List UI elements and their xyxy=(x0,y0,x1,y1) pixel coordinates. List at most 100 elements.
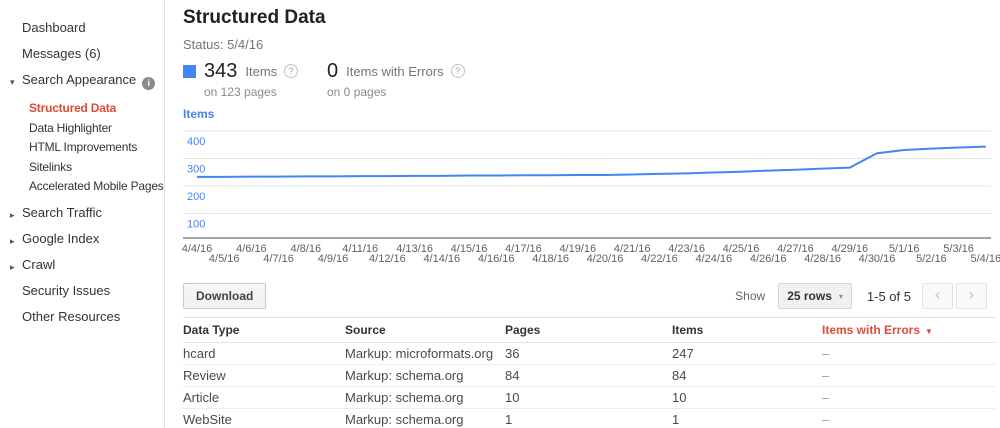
download-button[interactable]: Download xyxy=(183,283,267,309)
items-count-label: Items xyxy=(245,63,278,79)
sidebar-item-security-issues[interactable]: Security Issues xyxy=(0,283,164,298)
table-cell: – xyxy=(822,346,830,361)
table-pagination-controls: Show 25 rows ▾ 1-5 of 5 ‹ › xyxy=(735,283,987,309)
sidebar-item-dashboard[interactable]: Dashboard xyxy=(0,20,164,35)
x-date-label: 4/4/16 xyxy=(182,243,213,255)
items-count: 343 xyxy=(204,59,238,82)
sidebar-item-google-index[interactable]: ▸ Google Index xyxy=(0,231,164,246)
x-date-label: 4/12/16 xyxy=(369,253,406,265)
x-date-label: 4/8/16 xyxy=(291,243,322,255)
sidebar: Dashboard Messages (6) ▾ Search Appearance i… xyxy=(0,0,165,428)
x-date-label: 4/18/16 xyxy=(532,253,569,265)
status-text: Status: 5/4/16 xyxy=(183,37,264,52)
table-cell: 84 xyxy=(672,368,687,383)
sidebar-item-accelerated-mobile-pages[interactable]: Accelerated Mobile Pages xyxy=(29,179,164,193)
sidebar-item-search-appearance[interactable]: ▾ Search Appearance i xyxy=(0,72,164,90)
sidebar-item-label: Search Appearance xyxy=(22,72,137,87)
x-date-label: 4/15/16 xyxy=(451,243,488,255)
x-date-label: 4/9/16 xyxy=(318,253,349,265)
chart-y-axis-title: Items xyxy=(183,107,215,121)
triangle-expanded-icon: ▾ xyxy=(10,77,15,87)
sidebar-item-structured-data[interactable]: Structured Data xyxy=(29,101,117,115)
sidebar-item-label: Security Issues xyxy=(22,283,111,298)
x-date-label: 5/3/16 xyxy=(943,243,974,255)
help-icon[interactable]: ? xyxy=(450,64,465,78)
table-body: hcard Markup: microformats.org 36 247– Revie… xyxy=(183,343,995,428)
x-date-label: 4/11/16 xyxy=(342,243,378,255)
y-tick-label: 200 xyxy=(187,191,205,203)
errors-count: 0 xyxy=(327,59,339,82)
items-line-chart: 400 300 200 100 4/4/164/5/164/6/164/7/164/8/… xyxy=(182,130,1000,265)
items-metric: 343 Items ? on 123 pages xyxy=(183,59,299,99)
page-title: Structured Data xyxy=(183,7,326,28)
x-date-label: 5/4/16 xyxy=(971,253,1000,265)
y-tick-label: 400 xyxy=(187,136,205,148)
info-icon[interactable]: i xyxy=(142,77,156,90)
table-cell: – xyxy=(822,390,830,405)
sidebar-item-messages-6[interactable]: Messages (6) xyxy=(0,46,164,61)
show-label: Show xyxy=(735,289,766,303)
sidebar-item-other-resources[interactable]: Other Resources xyxy=(0,309,164,324)
column-header-data-type[interactable]: Data Type xyxy=(183,323,240,337)
next-page-button[interactable]: › xyxy=(956,283,987,309)
x-date-label: 4/20/16 xyxy=(587,253,624,265)
previous-page-button[interactable]: ‹ xyxy=(922,283,953,309)
column-header-pages[interactable]: Pages xyxy=(505,323,541,337)
table-cell: Article xyxy=(183,390,220,405)
triangle-collapsed-icon: ▸ xyxy=(10,262,15,272)
table-cell: 36 xyxy=(505,346,520,361)
x-date-label: 4/26/16 xyxy=(750,253,787,265)
table-cell: 1 xyxy=(672,412,680,427)
x-date-label: 4/22/16 xyxy=(641,253,678,265)
table-cell: Markup: schema.org xyxy=(345,390,464,405)
column-header-items[interactable]: Items xyxy=(672,323,704,337)
table-cell: WebSite xyxy=(183,412,232,427)
sidebar-item-label: Other Resources xyxy=(22,309,121,324)
x-date-label: 4/16/16 xyxy=(478,253,515,265)
rows-per-page-dropdown[interactable]: 25 rows ▾ xyxy=(778,283,852,309)
table-row-website[interactable]: WebSite Markup: schema.org 1 1 – xyxy=(183,409,995,428)
sidebar-item-label: Google Index xyxy=(22,231,100,246)
table-row-article[interactable]: Article Markup: schema.org 10 10 – xyxy=(183,387,995,409)
table-row-hcard[interactable]: hcard Markup: microformats.org 36 247 – xyxy=(183,343,995,365)
table-cell: 247 xyxy=(672,346,694,361)
x-date-label: 4/14/16 xyxy=(423,253,460,265)
sort-descending-icon: ▼ xyxy=(925,327,933,336)
sidebar-item-label: Crawl xyxy=(22,257,56,272)
table-cell: Markup: microformats.org xyxy=(345,346,494,361)
table-row-review[interactable]: Review Markup: schema.org 84 84 – xyxy=(183,365,995,387)
sidebar-item-sitelinks[interactable]: Sitelinks xyxy=(29,159,72,174)
x-date-label: 4/30/16 xyxy=(859,253,896,265)
chevron-left-icon: ‹ xyxy=(934,285,941,304)
sidebar-item-data-highlighter[interactable]: Data Highlighter xyxy=(29,120,112,135)
table-cell: 10 xyxy=(505,390,520,405)
structured-data-table: Data Type Source Pages Items Items with Erro… xyxy=(183,317,995,428)
x-date-label: 4/24/16 xyxy=(695,253,732,265)
sidebar-item-crawl[interactable]: ▸ Crawl xyxy=(0,257,164,272)
help-icon[interactable]: ? xyxy=(284,64,299,78)
column-header-items-with-errors[interactable]: Items with Errors ▼ xyxy=(822,323,933,337)
sidebar-item-search-traffic[interactable]: ▸ Search Traffic xyxy=(0,205,164,220)
table-header-row: Data Type Source Pages Items Items with Erro… xyxy=(183,317,995,343)
y-tick-label: 300 xyxy=(187,164,205,176)
chevron-down-icon: ▾ xyxy=(838,291,843,301)
errors-count-label: Items with Errors xyxy=(346,63,444,79)
x-date-label: 4/6/16 xyxy=(236,243,267,255)
table-cell: Markup: schema.org xyxy=(345,368,464,383)
x-date-label: 4/23/16 xyxy=(668,243,705,255)
table-cell: 1 xyxy=(505,412,513,427)
x-date-label: 4/19/16 xyxy=(559,243,596,255)
sidebar-item-label: Search Traffic xyxy=(22,205,102,220)
column-header-source[interactable]: Source xyxy=(345,323,386,337)
table-cell: 84 xyxy=(505,368,520,383)
triangle-collapsed-icon: ▸ xyxy=(10,210,15,220)
table-cell: 10 xyxy=(672,390,687,405)
y-tick-label: 100 xyxy=(187,219,205,231)
main-content: Structured Data Status: 5/4/16 343 Items… xyxy=(166,0,1000,428)
table-cell: hcard xyxy=(183,346,216,361)
x-date-label: 4/13/16 xyxy=(396,243,433,255)
pagination-range-label: 1-5 of 5 xyxy=(866,288,911,304)
sidebar-item-html-improvements[interactable]: HTML Improvements xyxy=(29,140,138,154)
sidebar-sublist: Structured Data Data Highlighter HTML Impr… xyxy=(0,101,164,194)
items-legend-square xyxy=(183,64,196,78)
